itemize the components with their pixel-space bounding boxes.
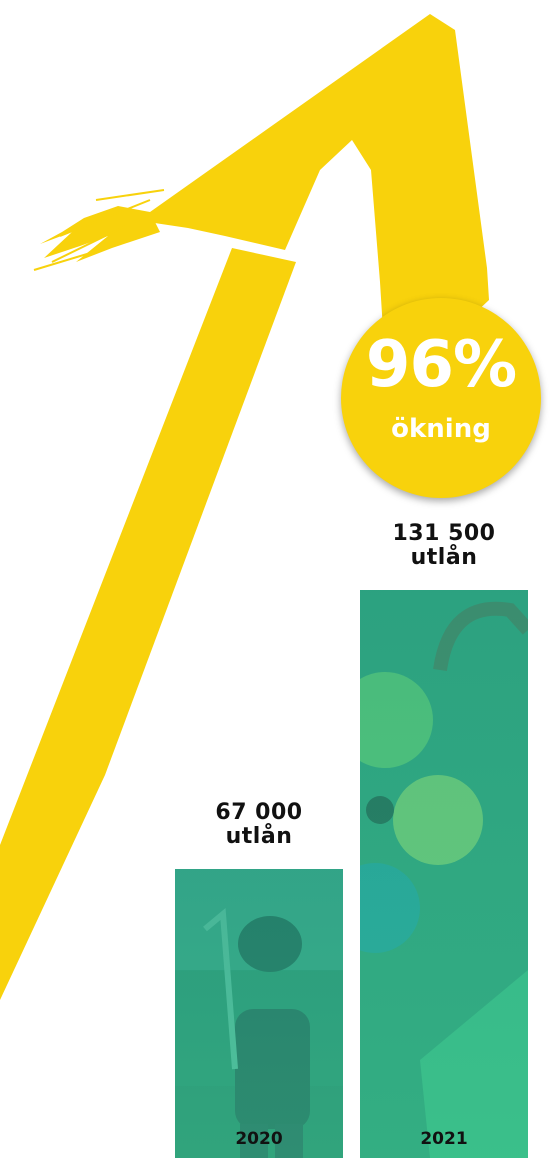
bar-2021 xyxy=(360,590,528,1158)
bar-value-unit: utlån xyxy=(225,824,293,849)
bar-category-label-2021: 2021 xyxy=(420,1129,467,1149)
bar-color-overlay xyxy=(360,590,528,1158)
bar-category-label-2020: 2020 xyxy=(235,1129,282,1149)
increase-percent: 96% xyxy=(365,328,517,402)
bar-series: 2020 2021 xyxy=(175,590,528,1158)
arrow-brush-bristles xyxy=(40,206,160,262)
bar-value-label-2021: 131 500 utlån xyxy=(354,522,534,570)
arrow-head xyxy=(148,14,489,350)
bar-value-unit: utlån xyxy=(410,545,478,570)
increase-caption: ökning xyxy=(391,414,491,444)
arrow-brush-streaks xyxy=(33,189,165,271)
bar-value-label-2020: 67 000 utlån xyxy=(169,801,349,849)
upward-brush-arrow-icon xyxy=(0,14,489,1000)
bar-value-number: 131 500 xyxy=(392,521,496,546)
arrow-shaft xyxy=(0,248,296,1000)
increase-badge: 96% ökning xyxy=(341,298,541,498)
bar-2020 xyxy=(175,869,343,1158)
bar-color-overlay xyxy=(175,869,343,1158)
bar-value-number: 67 000 xyxy=(215,800,303,825)
